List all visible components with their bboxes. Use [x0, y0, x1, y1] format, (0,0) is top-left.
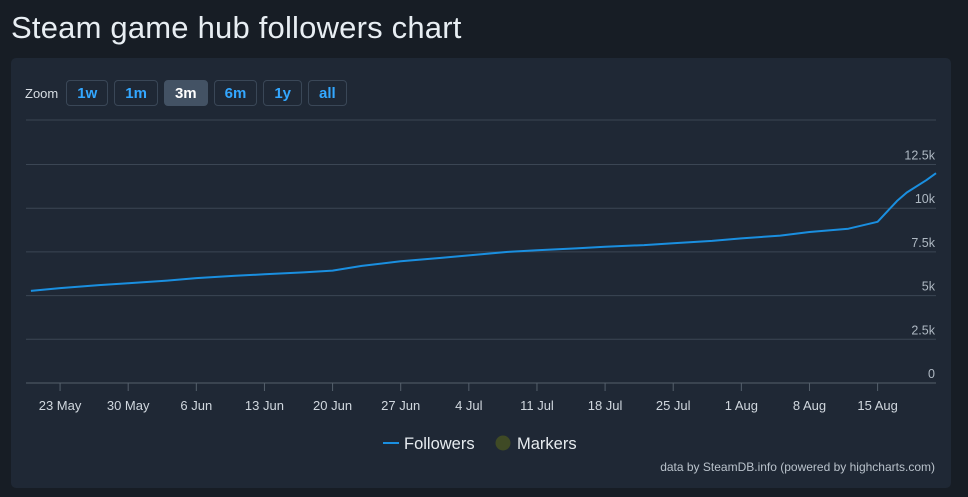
- chart-credit[interactable]: data by SteamDB.info (powered by highcha…: [660, 460, 935, 474]
- y-tick-label: 0: [928, 367, 935, 381]
- legend-followers-label[interactable]: Followers: [404, 435, 475, 453]
- x-tick-label: 15 Aug: [857, 398, 898, 413]
- x-tick-label: 20 Jun: [313, 398, 352, 413]
- x-tick-label: 1 Aug: [725, 398, 758, 413]
- zoom-controls: Zoom 1w 1m 3m 6m 1y all: [25, 79, 347, 107]
- zoom-1m-button[interactable]: 1m: [114, 80, 158, 106]
- x-tick-label: 11 Jul: [520, 398, 554, 413]
- series-line-followers[interactable]: [30, 172, 937, 292]
- y-tick-label: 7.5k: [911, 236, 935, 250]
- x-tick-label: 25 Jul: [656, 398, 691, 413]
- y-tick-label: 10k: [915, 192, 936, 206]
- zoom-3m-button[interactable]: 3m: [163, 80, 208, 106]
- legend-markers-label[interactable]: Markers: [517, 435, 577, 453]
- chart-panel: Zoom 1w 1m 3m 6m 1y all 0 2.5k 5k 7.5k 10k 12…: [11, 58, 951, 488]
- followers-chart[interactable]: 0 2.5k 5k 7.5k 10k 12.5k 23 May 30 May 6 Jun 13 J…: [11, 58, 951, 488]
- x-tick-label: 6 Jun: [180, 398, 212, 413]
- zoom-1y-button[interactable]: 1y: [263, 80, 302, 106]
- page-title: Steam game hub followers chart: [11, 10, 462, 45]
- zoom-6m-button[interactable]: 6m: [213, 80, 258, 106]
- x-tick-label: 27 Jun: [381, 398, 420, 413]
- x-tick-label: 8 Aug: [793, 398, 826, 413]
- x-tick-label: 4 Jul: [455, 398, 483, 413]
- legend-markers-symbol[interactable]: [495, 435, 511, 451]
- zoom-label: Zoom: [25, 85, 59, 101]
- x-tick-label: 30 May: [107, 398, 150, 413]
- x-tick-label: 13 Jun: [245, 398, 284, 413]
- zoom-all-button[interactable]: all: [308, 80, 347, 106]
- y-tick-label: 12.5k: [904, 149, 935, 163]
- y-tick-label: 5k: [922, 280, 936, 294]
- zoom-1w-button[interactable]: 1w: [66, 80, 109, 106]
- x-tick-label: 18 Jul: [588, 398, 623, 413]
- y-tick-label: 2.5k: [911, 323, 935, 337]
- x-tick-label: 23 May: [39, 398, 82, 413]
